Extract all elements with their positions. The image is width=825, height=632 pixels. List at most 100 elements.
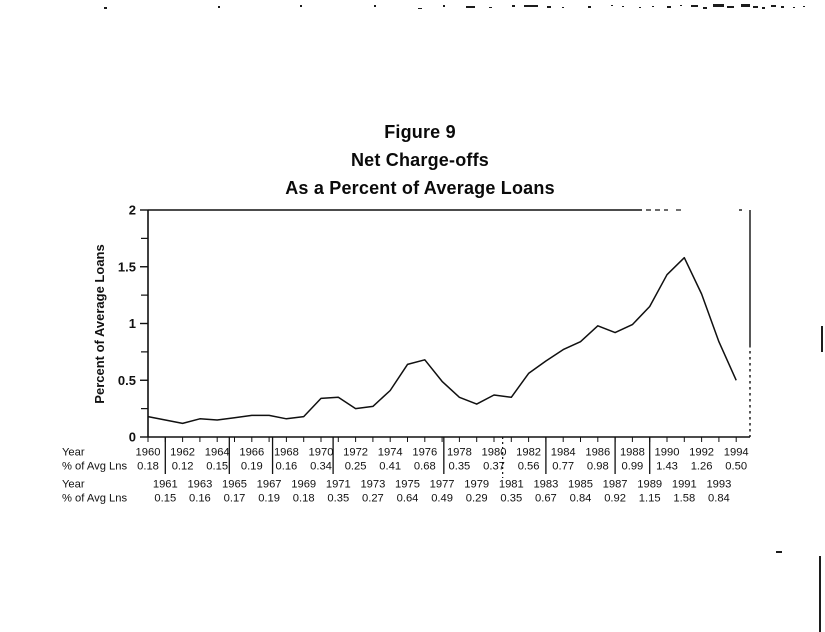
y-tick-label: 1 [129, 316, 136, 331]
table-row-label-year: Year [62, 479, 85, 491]
scan-artifact [443, 5, 445, 7]
even-value-cell: 0.12 [172, 461, 194, 473]
even-value-cell: 0.19 [241, 461, 263, 473]
scan-artifact [466, 6, 475, 8]
scan-artifact [776, 551, 782, 553]
scan-artifact [821, 326, 823, 352]
even-value-cell: 0.35 [449, 461, 471, 473]
scan-artifact [713, 4, 724, 7]
scan-artifact [819, 556, 821, 632]
odd-value-cell: 0.18 [293, 493, 315, 505]
odd-value-cell: 0.17 [224, 493, 246, 505]
even-year-cell: 1988 [620, 447, 645, 459]
scan-artifact [753, 6, 758, 8]
even-year-cell: 1972 [343, 447, 368, 459]
scan-artifact [418, 8, 422, 9]
odd-year-cell: 1981 [499, 479, 524, 491]
data-line [147, 256, 737, 425]
scan-artifact [218, 6, 220, 8]
even-year-cell: 1970 [309, 447, 334, 459]
odd-value-cell: 0.29 [466, 493, 488, 505]
even-year-cell: 1978 [447, 447, 472, 459]
scan-artifact [771, 5, 776, 7]
odd-year-cell: 1971 [326, 479, 351, 491]
odd-value-cell: 0.35 [327, 493, 349, 505]
table-row-label-pct: % of Avg Lns [62, 493, 128, 505]
odd-year-cell: 1963 [187, 479, 212, 491]
scan-artifact [703, 7, 707, 9]
odd-value-cell: 0.15 [154, 493, 176, 505]
odd-value-cell: 0.67 [535, 493, 557, 505]
y-tick-label: 1.5 [118, 259, 136, 274]
scan-artifact [524, 5, 538, 7]
even-value-cell: 0.16 [276, 461, 298, 473]
figure-caption: Figure 9 Net Charge-offs As a Percent of… [95, 118, 745, 202]
odd-year-cell: 1977 [430, 479, 455, 491]
scan-artifact [762, 7, 765, 9]
odd-value-cell: 0.16 [189, 493, 211, 505]
even-year-cell: 1968 [274, 447, 299, 459]
scan-artifact [547, 6, 551, 8]
odd-value-cell: 0.19 [258, 493, 280, 505]
odd-year-cell: 1989 [637, 479, 662, 491]
figure-subtitle: As a Percent of Average Loans [285, 178, 555, 198]
even-year-cell: 1992 [689, 447, 714, 459]
even-year-cell: 1982 [516, 447, 541, 459]
odd-value-cell: 1.15 [639, 493, 661, 505]
odd-year-cell: 1983 [533, 479, 558, 491]
even-value-cell: 0.18 [137, 461, 159, 473]
even-year-cell: 1990 [655, 447, 680, 459]
odd-year-cell: 1987 [603, 479, 628, 491]
even-value-cell: 0.98 [587, 461, 609, 473]
even-value-cell: 0.41 [379, 461, 401, 473]
even-year-cell: 1966 [239, 447, 264, 459]
odd-year-cell: 1993 [706, 479, 731, 491]
scan-artifact [667, 6, 671, 8]
odd-value-cell: 0.64 [397, 493, 419, 505]
scan-artifact [652, 6, 654, 7]
odd-value-cell: 0.35 [500, 493, 522, 505]
scan-artifact [741, 4, 750, 7]
even-value-cell: 0.37 [483, 461, 505, 473]
even-value-cell: 0.50 [725, 461, 747, 473]
odd-year-cell: 1975 [395, 479, 420, 491]
even-year-cell: 1974 [378, 447, 403, 459]
odd-value-cell: 1.58 [673, 493, 695, 505]
table-row-label-pct: % of Avg Lns [62, 461, 128, 473]
scan-artifact [104, 7, 107, 9]
scan-artifact [588, 6, 591, 8]
odd-value-cell: 0.49 [431, 493, 453, 505]
even-value-cell: 1.26 [691, 461, 713, 473]
even-value-cell: 1.43 [656, 461, 678, 473]
odd-value-cell: 0.92 [604, 493, 626, 505]
scan-artifact [691, 5, 698, 7]
odd-year-cell: 1973 [360, 479, 385, 491]
even-year-cell: 1994 [724, 447, 749, 459]
scan-artifact [639, 7, 641, 8]
y-axis-title: Percent of Average Loans [92, 244, 107, 403]
odd-year-cell: 1985 [568, 479, 593, 491]
scan-artifact [793, 7, 795, 8]
y-tick-label: 0.5 [118, 373, 136, 388]
figure-number: Figure 9 [384, 122, 456, 142]
even-year-cell: 1964 [205, 447, 230, 459]
scan-artifact [374, 5, 376, 7]
scan-artifact [489, 7, 492, 8]
even-value-cell: 0.99 [622, 461, 644, 473]
even-year-cell: 1960 [136, 447, 161, 459]
figure-title: Net Charge-offs [350, 150, 489, 170]
even-year-cell: 1976 [412, 447, 437, 459]
even-value-cell: 0.77 [552, 461, 574, 473]
even-year-cell: 1986 [585, 447, 610, 459]
scan-artifact [680, 5, 682, 6]
scan-artifact [300, 5, 302, 7]
even-year-cell: 1984 [551, 447, 576, 459]
even-value-cell: 0.68 [414, 461, 436, 473]
odd-year-cell: 1961 [153, 479, 178, 491]
odd-year-cell: 1969 [291, 479, 316, 491]
scan-artifact [512, 5, 515, 7]
odd-value-cell: 0.27 [362, 493, 384, 505]
odd-year-cell: 1991 [672, 479, 697, 491]
y-tick-label: 2 [129, 203, 136, 218]
